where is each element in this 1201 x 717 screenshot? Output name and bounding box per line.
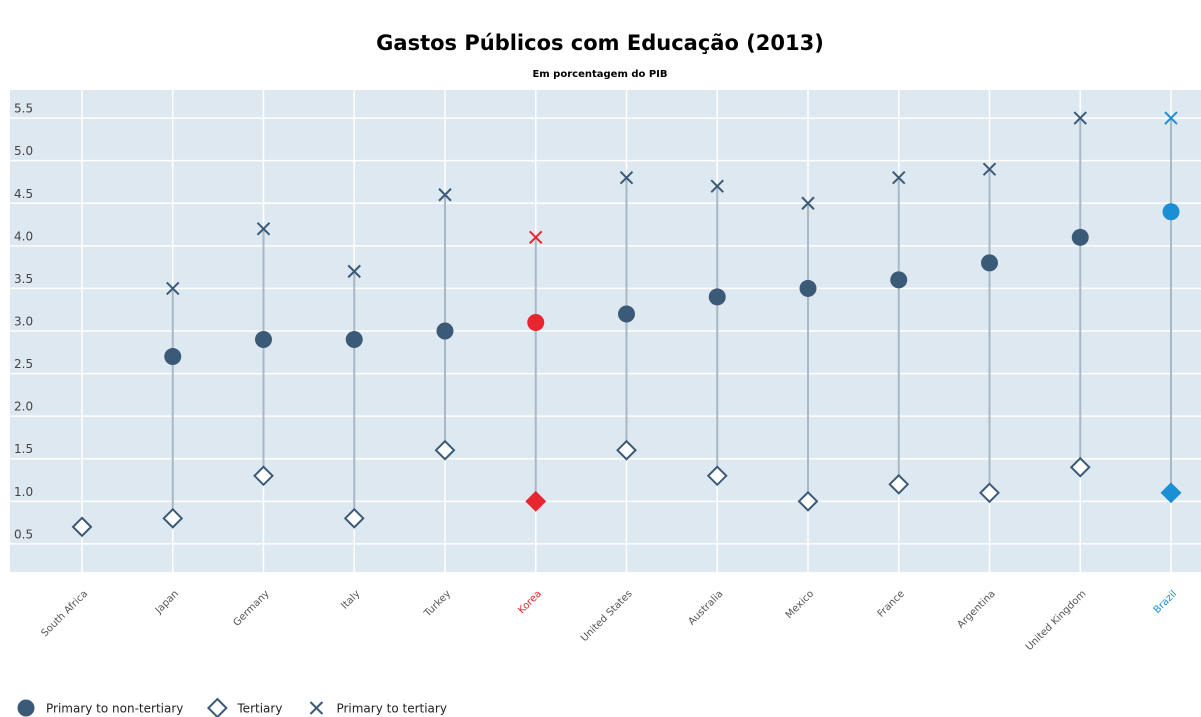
y-tick-label: 2.0 bbox=[14, 400, 33, 414]
y-tick-label: 5.0 bbox=[14, 144, 33, 158]
circle-marker bbox=[164, 348, 182, 366]
y-tick-label: 3.0 bbox=[14, 315, 33, 329]
chart-title: Gastos Públicos com Educação (2013) bbox=[376, 31, 824, 55]
x-tick-label: Japan bbox=[153, 588, 181, 616]
circle-marker bbox=[527, 313, 545, 331]
y-tick-label: 5.5 bbox=[14, 102, 33, 116]
diamond-marker bbox=[1069, 456, 1091, 478]
diamond-marker bbox=[525, 490, 547, 512]
chart-subtitle: Em porcentagem do PIB bbox=[532, 69, 667, 80]
legend-marker bbox=[206, 697, 228, 717]
circle-marker bbox=[436, 322, 454, 340]
circle-marker bbox=[981, 254, 998, 272]
x-tick-label: Italy bbox=[339, 588, 362, 611]
legend-label: Primary to non-tertiary bbox=[46, 702, 183, 716]
legend-label: Primary to tertiary bbox=[336, 702, 447, 716]
x-marker bbox=[982, 162, 997, 176]
x-marker bbox=[619, 171, 634, 185]
circle-marker bbox=[1071, 228, 1089, 246]
diamond-marker bbox=[162, 507, 184, 529]
diamond-marker bbox=[888, 473, 910, 495]
diamond-marker bbox=[434, 439, 456, 461]
circle-marker bbox=[618, 305, 635, 323]
y-tick-label: 3.5 bbox=[14, 272, 33, 286]
x-marker bbox=[438, 188, 452, 202]
x-marker bbox=[801, 196, 815, 210]
diamond-marker bbox=[797, 490, 819, 512]
x-tick-label: Mexico bbox=[784, 588, 816, 620]
x-marker bbox=[1073, 111, 1087, 125]
x-tick-label: South Africa bbox=[39, 588, 90, 639]
circle-marker bbox=[890, 271, 908, 289]
diamond-marker bbox=[343, 507, 365, 529]
x-tick-label: Australia bbox=[686, 588, 725, 627]
x-marker bbox=[529, 230, 543, 245]
x-tick-label: Brazil bbox=[1152, 588, 1180, 616]
diamond-marker bbox=[71, 516, 93, 538]
diamond-marker bbox=[979, 482, 1000, 504]
circle-marker bbox=[255, 331, 272, 349]
x-tick-label: Korea bbox=[516, 588, 544, 616]
diamond-marker bbox=[706, 465, 728, 487]
legend-marker bbox=[309, 701, 324, 715]
y-tick-label: 0.5 bbox=[14, 527, 33, 541]
x-tick-label: United Kingdom bbox=[1024, 588, 1089, 653]
legend-marker bbox=[17, 699, 35, 717]
y-tick-label: 2.5 bbox=[14, 357, 33, 371]
circle-marker bbox=[345, 331, 363, 349]
x-tick-label: France bbox=[876, 588, 907, 619]
circle-marker bbox=[708, 288, 726, 306]
circle-marker bbox=[799, 279, 817, 297]
legend-label: Tertiary bbox=[236, 702, 282, 716]
y-tick-label: 4.0 bbox=[14, 229, 33, 243]
x-marker bbox=[1164, 111, 1178, 125]
y-tick-label: 1.0 bbox=[14, 485, 33, 499]
x-tick-label: Germany bbox=[231, 588, 271, 628]
x-marker bbox=[256, 222, 271, 236]
diamond-marker bbox=[253, 465, 274, 487]
x-marker bbox=[892, 171, 906, 185]
y-tick-label: 1.5 bbox=[14, 442, 33, 456]
x-tick-label: Argentina bbox=[955, 588, 997, 630]
diamond-marker bbox=[616, 439, 637, 461]
x-marker bbox=[710, 179, 724, 193]
diamond-marker bbox=[1160, 482, 1182, 504]
x-marker bbox=[347, 264, 361, 279]
x-tick-label: United States bbox=[579, 588, 635, 644]
y-tick-label: 4.5 bbox=[14, 187, 33, 201]
x-tick-label: Turkey bbox=[422, 588, 454, 620]
circle-marker bbox=[1162, 203, 1180, 221]
x-marker bbox=[166, 281, 180, 296]
